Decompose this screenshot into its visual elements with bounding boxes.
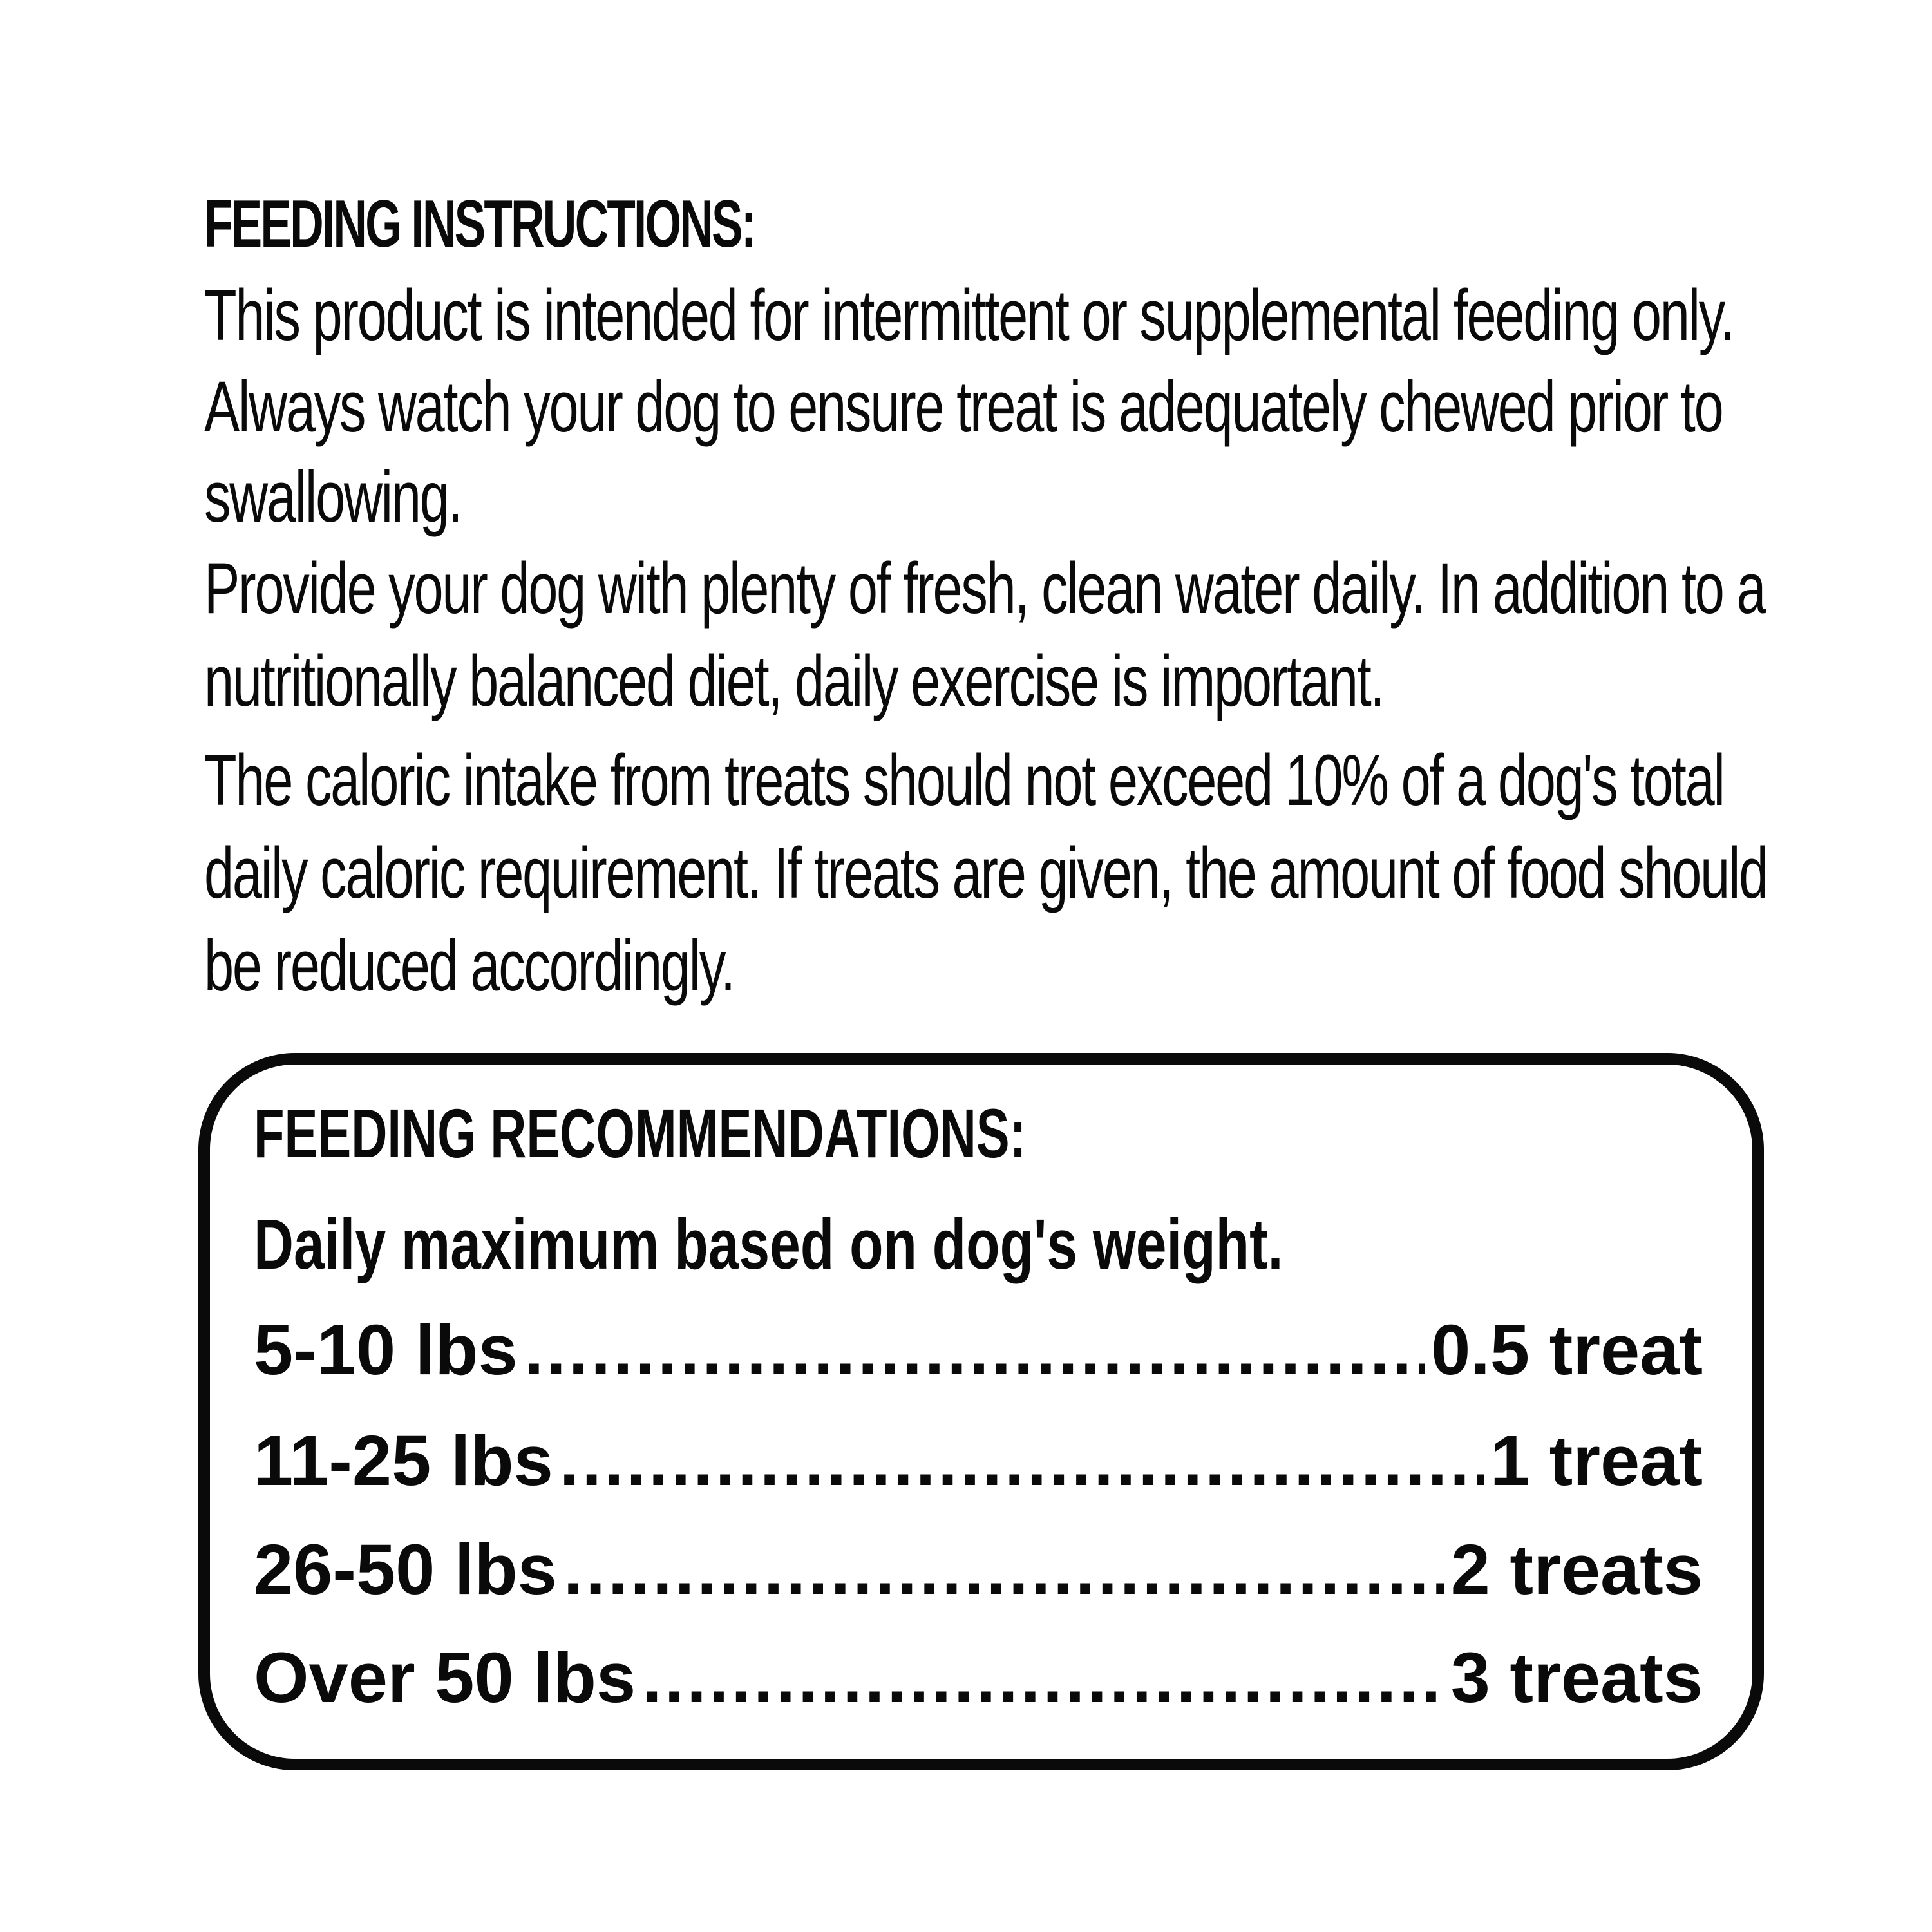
dot-leader: ........................................… <box>642 1643 1444 1714</box>
instructions-line: The caloric intake from treats should no… <box>204 740 1725 820</box>
dot-leader: ........................................… <box>563 1535 1444 1605</box>
feeding-row: 5-10 lbs ...............................… <box>254 1315 1703 1386</box>
instructions-line: nutritionally balanced diet, daily exerc… <box>204 641 1385 721</box>
instructions-line: be reduced accordingly. <box>204 925 735 1006</box>
feeding-row: 26-50 lbs ..............................… <box>254 1535 1703 1605</box>
weight-range: 26-50 lbs <box>254 1535 557 1605</box>
instructions-line: Always watch your dog to ensure treat is… <box>204 366 1724 447</box>
weight-range: 5-10 lbs <box>254 1315 518 1386</box>
instructions-line: swallowing. <box>204 457 463 537</box>
dot-leader: ........................................… <box>559 1426 1484 1497</box>
treat-amount: 1 treat <box>1490 1426 1703 1497</box>
instructions-line: daily caloric requirement. If treats are… <box>204 833 1768 913</box>
feeding-row: Over 50 lbs ............................… <box>254 1643 1703 1714</box>
dot-leader: ........................................… <box>524 1315 1425 1386</box>
instructions-line: This product is intended for intermitten… <box>204 275 1735 355</box>
instructions-line: Provide your dog with plenty of fresh, c… <box>204 548 1766 629</box>
instructions-heading: FEEDING INSTRUCTIONS: <box>204 187 757 261</box>
weight-range: Over 50 lbs <box>254 1643 636 1714</box>
treat-amount: 3 treats <box>1450 1643 1703 1714</box>
recommendations-heading: FEEDING RECOMMENDATIONS: <box>254 1094 1027 1172</box>
recommendations-subheading: Daily maximum based on dog's weight. <box>254 1205 1283 1284</box>
weight-range: 11-25 lbs <box>254 1426 553 1497</box>
recommendations-box <box>198 1053 1764 1770</box>
feeding-row: 11-25 lbs ..............................… <box>254 1426 1703 1497</box>
treat-amount: 0.5 treat <box>1431 1315 1703 1386</box>
treat-amount: 2 treats <box>1450 1535 1703 1605</box>
